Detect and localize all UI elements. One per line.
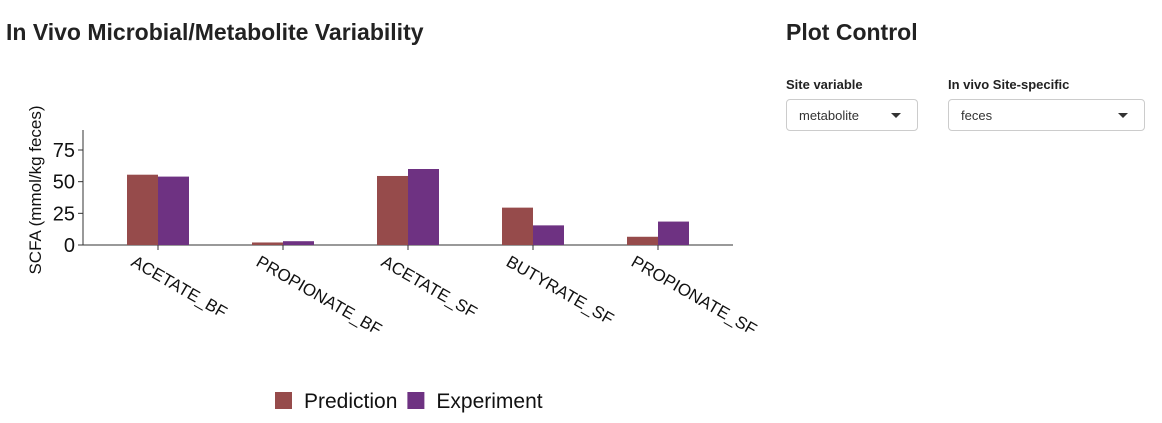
bar-experiment (533, 225, 564, 245)
x-tick-label: PROPIONATE_BF (253, 252, 385, 339)
site-specific-label: In vivo Site-specific (948, 77, 1070, 92)
bar-prediction (377, 175, 408, 245)
x-tick-label: PROPIONATE_SF (628, 252, 760, 339)
bar-experiment (283, 241, 314, 245)
y-tick-label: 75 (53, 140, 75, 162)
x-tick-label: ACETATE_BF (128, 252, 230, 322)
bar-prediction (252, 242, 283, 245)
y-tick-label: 50 (53, 172, 75, 194)
x-tick-label: ACETATE_SF (378, 252, 480, 322)
bar-experiment (658, 221, 689, 245)
chevron-down-icon (1118, 113, 1128, 118)
x-tick-label: BUTYRATE_SF (503, 252, 617, 329)
legend-label-experiment: Experiment (436, 390, 542, 413)
y-axis-title: SCFA (mmol/kg feces) (26, 105, 45, 274)
site-specific-select[interactable]: feces (948, 99, 1145, 131)
site-variable-label: Site variable (786, 77, 863, 92)
chevron-down-icon (891, 113, 901, 118)
chart-panel-title: In Vivo Microbial/Metabolite Variability (6, 19, 424, 45)
bar-prediction (627, 236, 658, 245)
legend-swatch-experiment (407, 392, 425, 409)
plot-control-title: Plot Control (786, 19, 918, 45)
y-tick-label: 25 (53, 203, 75, 225)
bar-prediction (127, 174, 158, 245)
scfa-bar-chart: 0 25 50 75 SCFA (mmol/kg feces) ACETATE_BF PRO… (26, 105, 760, 413)
bar-prediction (502, 207, 533, 245)
site-specific-value: feces (961, 108, 993, 123)
bar-experiment (408, 169, 439, 245)
legend-label-prediction: Prediction (304, 390, 397, 413)
bar-experiment (158, 176, 189, 245)
site-variable-select[interactable]: metabolite (786, 99, 918, 131)
legend-swatch-prediction (275, 392, 292, 409)
site-variable-value: metabolite (799, 108, 859, 123)
y-tick-label: 0 (64, 235, 75, 257)
